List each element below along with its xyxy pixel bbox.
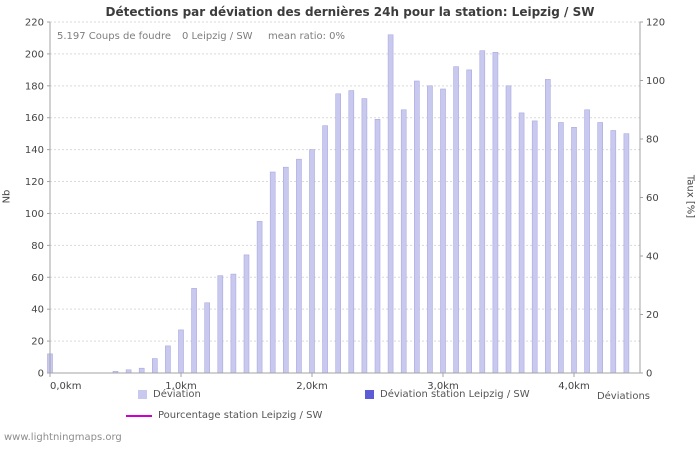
svg-text:180: 180 bbox=[25, 81, 44, 92]
svg-text:220: 220 bbox=[25, 18, 44, 29]
bar bbox=[427, 85, 433, 374]
svg-text:60: 60 bbox=[646, 193, 659, 204]
bar bbox=[361, 98, 368, 374]
bar bbox=[374, 119, 381, 374]
bar bbox=[348, 90, 355, 374]
legend-label-percentage: Pourcentage station Leipzig / SW bbox=[158, 410, 323, 421]
watermark: www.lightningmaps.org bbox=[4, 432, 122, 443]
bar bbox=[309, 149, 315, 374]
svg-text:80: 80 bbox=[646, 135, 659, 146]
svg-text:40: 40 bbox=[646, 252, 659, 263]
svg-text:0: 0 bbox=[38, 369, 44, 380]
bar bbox=[335, 93, 342, 374]
bar bbox=[387, 34, 394, 374]
svg-text:0,0km: 0,0km bbox=[50, 381, 81, 392]
bar bbox=[165, 345, 171, 374]
bar bbox=[178, 329, 184, 374]
bar bbox=[204, 302, 210, 374]
bar bbox=[505, 85, 512, 374]
bar bbox=[230, 273, 237, 374]
bar bbox=[466, 69, 473, 374]
bar bbox=[138, 367, 145, 374]
svg-text:3,0km: 3,0km bbox=[427, 381, 458, 392]
bar bbox=[282, 166, 289, 374]
svg-text:80: 80 bbox=[31, 241, 44, 252]
bar bbox=[479, 50, 486, 374]
svg-text:2,0km: 2,0km bbox=[296, 381, 327, 392]
bars bbox=[47, 34, 630, 374]
bar bbox=[413, 80, 420, 374]
svg-text:20: 20 bbox=[31, 337, 44, 348]
bar bbox=[243, 254, 250, 374]
bar bbox=[518, 112, 525, 374]
bar bbox=[610, 130, 617, 374]
bar bbox=[256, 221, 263, 374]
chart-title: Détections par déviation des dernières 2… bbox=[105, 5, 595, 19]
bar bbox=[152, 358, 158, 374]
legend-item-deviation: Déviation bbox=[138, 389, 201, 400]
bar bbox=[558, 122, 564, 374]
bar bbox=[492, 51, 499, 374]
svg-text:40: 40 bbox=[31, 305, 44, 316]
bar bbox=[597, 122, 604, 374]
annotation-strike-count: 5.197 Coups de foudre bbox=[57, 31, 172, 42]
legend-item-station-deviation: Déviation station Leipzig / SW bbox=[365, 389, 530, 400]
bar bbox=[400, 109, 407, 374]
tick-labels: 0 20 40 60 80 100 120 140 160 180 200 220 0 20 40 60 80 1… bbox=[25, 18, 665, 393]
bar bbox=[269, 171, 276, 374]
legend-swatch-station bbox=[365, 390, 374, 399]
legend-swatch-percentage bbox=[126, 414, 152, 417]
svg-text:200: 200 bbox=[25, 49, 44, 60]
axes bbox=[49, 22, 641, 374]
bar bbox=[453, 66, 459, 374]
bar bbox=[571, 127, 577, 374]
annotation-station-count: 0 Leipzig / SW bbox=[182, 31, 253, 42]
legend-label-deviation: Déviation bbox=[153, 389, 201, 400]
svg-text:1,0km: 1,0km bbox=[165, 381, 196, 392]
bar bbox=[544, 79, 551, 374]
svg-text:100: 100 bbox=[25, 209, 44, 220]
legend-label-station-deviation: Déviation station Leipzig / SW bbox=[380, 389, 530, 400]
svg-text:120: 120 bbox=[25, 177, 44, 188]
svg-text:160: 160 bbox=[25, 113, 44, 124]
bar bbox=[296, 158, 302, 374]
svg-text:20: 20 bbox=[646, 310, 659, 321]
svg-text:120: 120 bbox=[646, 18, 665, 29]
bar bbox=[531, 120, 538, 374]
bar bbox=[440, 88, 446, 374]
x-axis-label: Déviations bbox=[596, 391, 650, 402]
bar bbox=[584, 109, 590, 374]
bar bbox=[322, 125, 328, 374]
bar bbox=[217, 275, 224, 374]
svg-text:140: 140 bbox=[25, 145, 44, 156]
annotation-mean-ratio: mean ratio: 0% bbox=[268, 31, 346, 42]
gridlines bbox=[50, 21, 640, 342]
svg-text:4,0km: 4,0km bbox=[558, 381, 589, 392]
svg-text:60: 60 bbox=[31, 273, 44, 284]
bar bbox=[623, 133, 630, 374]
svg-text:0: 0 bbox=[646, 369, 652, 380]
legend-item-percentage: Pourcentage station Leipzig / SW bbox=[126, 410, 322, 421]
bar bbox=[191, 288, 197, 374]
legend-swatch-deviation bbox=[138, 390, 147, 399]
svg-text:100: 100 bbox=[646, 76, 665, 87]
